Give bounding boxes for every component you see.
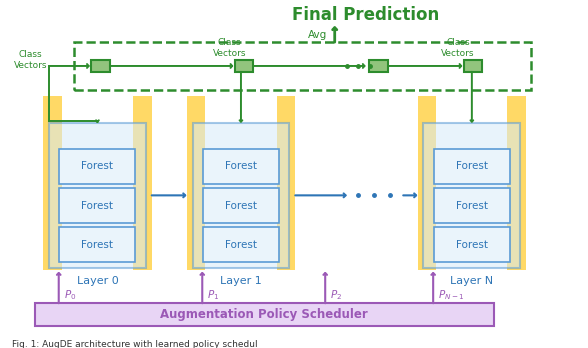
Text: $P_{N-1}$: $P_{N-1}$ (438, 288, 465, 302)
Text: Class
Vectors: Class Vectors (213, 38, 246, 58)
FancyBboxPatch shape (369, 60, 387, 72)
Text: Forest: Forest (456, 161, 488, 172)
FancyBboxPatch shape (417, 96, 436, 270)
FancyBboxPatch shape (186, 96, 205, 270)
FancyBboxPatch shape (434, 188, 510, 223)
Text: Final Prediction: Final Prediction (292, 6, 440, 24)
Text: Forest: Forest (225, 200, 257, 211)
Text: Forest: Forest (81, 240, 113, 250)
FancyBboxPatch shape (434, 227, 510, 262)
Text: $P_0$: $P_0$ (64, 288, 76, 302)
FancyBboxPatch shape (276, 96, 295, 270)
FancyBboxPatch shape (203, 227, 279, 262)
FancyBboxPatch shape (203, 188, 279, 223)
FancyBboxPatch shape (59, 227, 135, 262)
Text: Forest: Forest (456, 200, 488, 211)
Text: Forest: Forest (81, 200, 113, 211)
FancyBboxPatch shape (133, 96, 152, 270)
Bar (74, 42, 531, 90)
Text: Class
Vectors: Class Vectors (14, 50, 48, 70)
Text: Layer 1: Layer 1 (220, 276, 262, 286)
Text: Avg: Avg (308, 30, 328, 40)
FancyBboxPatch shape (43, 96, 62, 270)
FancyBboxPatch shape (203, 149, 279, 184)
FancyBboxPatch shape (235, 60, 253, 72)
FancyBboxPatch shape (193, 123, 289, 268)
Text: Forest: Forest (81, 161, 113, 172)
FancyBboxPatch shape (507, 96, 526, 270)
Text: Layer N: Layer N (450, 276, 493, 286)
FancyBboxPatch shape (59, 149, 135, 184)
Text: Fig. 1: AugDE architecture with learned policy schedul: Fig. 1: AugDE architecture with learned … (12, 340, 258, 348)
FancyBboxPatch shape (59, 188, 135, 223)
FancyBboxPatch shape (49, 123, 146, 268)
Text: Class
Vectors: Class Vectors (442, 38, 475, 58)
FancyBboxPatch shape (434, 149, 510, 184)
Text: Forest: Forest (225, 240, 257, 250)
FancyBboxPatch shape (464, 60, 483, 72)
Text: Forest: Forest (225, 161, 257, 172)
Text: Augmentation Policy Scheduler: Augmentation Policy Scheduler (161, 308, 368, 321)
Text: $P_1$: $P_1$ (207, 288, 219, 302)
FancyBboxPatch shape (423, 123, 520, 268)
Text: Layer 0: Layer 0 (76, 276, 118, 286)
Text: $P_2$: $P_2$ (330, 288, 342, 302)
FancyBboxPatch shape (35, 303, 494, 326)
FancyBboxPatch shape (91, 60, 110, 72)
Text: Forest: Forest (456, 240, 488, 250)
